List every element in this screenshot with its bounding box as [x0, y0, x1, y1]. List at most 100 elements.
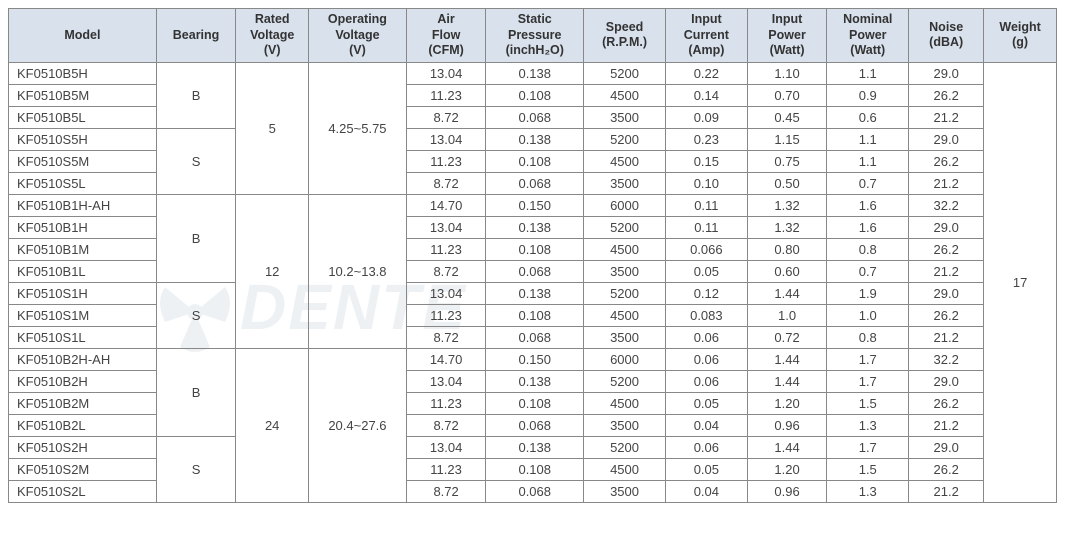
cell-static: 0.138 — [486, 128, 584, 150]
cell-airflow: 11.23 — [406, 458, 486, 480]
cell-static: 0.150 — [486, 194, 584, 216]
cell-icurrent: 0.11 — [665, 216, 747, 238]
cell-noise: 29.0 — [909, 436, 984, 458]
cell-ipower: 1.20 — [747, 392, 827, 414]
cell-rated-voltage: 5 — [236, 62, 309, 194]
cell-static: 0.138 — [486, 436, 584, 458]
cell-ipower: 1.20 — [747, 458, 827, 480]
th-weight: Weight (g) — [984, 9, 1057, 63]
cell-ipower: 0.72 — [747, 326, 827, 348]
cell-npower: 1.7 — [827, 348, 909, 370]
table-row: KF0510B1H-AHB1210.2~13.814.700.15060000.… — [9, 194, 1057, 216]
cell-icurrent: 0.04 — [665, 480, 747, 502]
cell-bearing: S — [156, 282, 236, 348]
cell-noise: 26.2 — [909, 238, 984, 260]
th-input-power: Input Power (Watt) — [747, 9, 827, 63]
cell-model: KF0510S5L — [9, 172, 157, 194]
cell-npower: 1.1 — [827, 150, 909, 172]
cell-noise: 26.2 — [909, 84, 984, 106]
cell-speed: 4500 — [584, 392, 666, 414]
cell-icurrent: 0.05 — [665, 458, 747, 480]
cell-model: KF0510B2H-AH — [9, 348, 157, 370]
cell-npower: 1.7 — [827, 436, 909, 458]
cell-airflow: 14.70 — [406, 194, 486, 216]
cell-noise: 32.2 — [909, 348, 984, 370]
cell-model: KF0510S1H — [9, 282, 157, 304]
cell-static: 0.108 — [486, 392, 584, 414]
cell-icurrent: 0.15 — [665, 150, 747, 172]
th-rated-voltage: Rated Voltage (V) — [236, 9, 309, 63]
cell-speed: 3500 — [584, 326, 666, 348]
cell-icurrent: 0.06 — [665, 436, 747, 458]
cell-op-voltage: 4.25~5.75 — [309, 62, 407, 194]
cell-static: 0.138 — [486, 216, 584, 238]
cell-model: KF0510B2H — [9, 370, 157, 392]
cell-ipower: 1.32 — [747, 194, 827, 216]
cell-ipower: 1.0 — [747, 304, 827, 326]
cell-model: KF0510S2L — [9, 480, 157, 502]
table-header-row: Model Bearing Rated Voltage (V) Operatin… — [9, 9, 1057, 63]
cell-model: KF0510S2M — [9, 458, 157, 480]
cell-ipower: 1.44 — [747, 282, 827, 304]
cell-speed: 4500 — [584, 238, 666, 260]
cell-ipower: 0.50 — [747, 172, 827, 194]
cell-static: 0.068 — [486, 106, 584, 128]
cell-speed: 5200 — [584, 62, 666, 84]
cell-speed: 6000 — [584, 348, 666, 370]
table-row: KF0510B2H-AHB2420.4~27.614.700.15060000.… — [9, 348, 1057, 370]
cell-model: KF0510B5L — [9, 106, 157, 128]
cell-ipower: 1.44 — [747, 348, 827, 370]
cell-static: 0.138 — [486, 62, 584, 84]
cell-airflow: 13.04 — [406, 216, 486, 238]
cell-bearing: B — [156, 348, 236, 436]
cell-bearing: S — [156, 436, 236, 502]
cell-speed: 3500 — [584, 260, 666, 282]
cell-icurrent: 0.09 — [665, 106, 747, 128]
cell-speed: 4500 — [584, 84, 666, 106]
cell-speed: 5200 — [584, 282, 666, 304]
cell-noise: 29.0 — [909, 282, 984, 304]
cell-icurrent: 0.066 — [665, 238, 747, 260]
cell-bearing: B — [156, 62, 236, 128]
cell-icurrent: 0.10 — [665, 172, 747, 194]
cell-model: KF0510S5M — [9, 150, 157, 172]
cell-speed: 4500 — [584, 304, 666, 326]
cell-airflow: 8.72 — [406, 260, 486, 282]
cell-noise: 26.2 — [909, 304, 984, 326]
cell-static: 0.108 — [486, 304, 584, 326]
cell-speed: 5200 — [584, 128, 666, 150]
cell-airflow: 8.72 — [406, 106, 486, 128]
cell-noise: 29.0 — [909, 62, 984, 84]
cell-static: 0.150 — [486, 348, 584, 370]
th-op-voltage: Operating Voltage (V) — [309, 9, 407, 63]
cell-airflow: 11.23 — [406, 392, 486, 414]
cell-static: 0.108 — [486, 150, 584, 172]
cell-noise: 29.0 — [909, 128, 984, 150]
fan-spec-table: Model Bearing Rated Voltage (V) Operatin… — [8, 8, 1057, 503]
cell-static: 0.108 — [486, 84, 584, 106]
cell-bearing: S — [156, 128, 236, 194]
cell-npower: 1.1 — [827, 62, 909, 84]
cell-icurrent: 0.05 — [665, 392, 747, 414]
cell-icurrent: 0.083 — [665, 304, 747, 326]
cell-static: 0.068 — [486, 326, 584, 348]
cell-airflow: 11.23 — [406, 238, 486, 260]
cell-ipower: 1.44 — [747, 436, 827, 458]
cell-static: 0.108 — [486, 238, 584, 260]
cell-bearing: B — [156, 194, 236, 282]
th-input-current: Input Current (Amp) — [665, 9, 747, 63]
cell-ipower: 0.45 — [747, 106, 827, 128]
cell-airflow: 8.72 — [406, 480, 486, 502]
cell-npower: 0.8 — [827, 326, 909, 348]
cell-ipower: 1.15 — [747, 128, 827, 150]
cell-speed: 5200 — [584, 216, 666, 238]
cell-model: KF0510B1H-AH — [9, 194, 157, 216]
cell-noise: 32.2 — [909, 194, 984, 216]
cell-ipower: 0.96 — [747, 414, 827, 436]
table-row: KF0510S2HS13.040.13852000.061.441.729.0 — [9, 436, 1057, 458]
cell-airflow: 11.23 — [406, 84, 486, 106]
table-row: KF0510B5HB54.25~5.7513.040.13852000.221.… — [9, 62, 1057, 84]
cell-speed: 6000 — [584, 194, 666, 216]
cell-npower: 1.9 — [827, 282, 909, 304]
cell-npower: 0.9 — [827, 84, 909, 106]
